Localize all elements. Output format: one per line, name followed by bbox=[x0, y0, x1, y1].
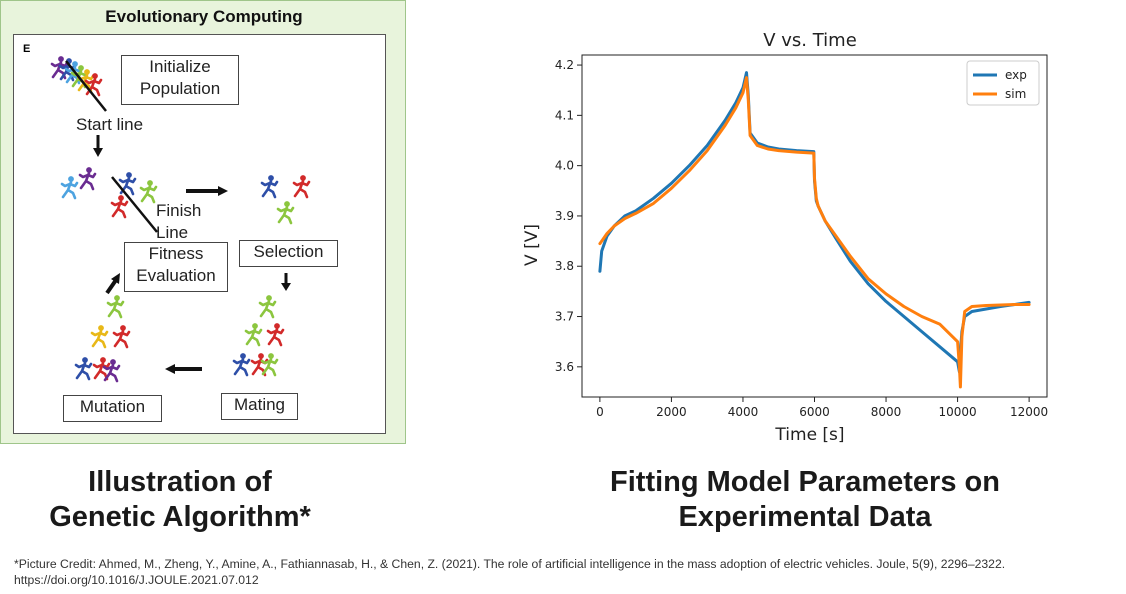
y-axis-title: V [V] bbox=[522, 224, 542, 266]
start-line-mark bbox=[65, 60, 107, 112]
voltage-chart: V vs. Time 0 2000 4000 6000 8000 10000 12000 3.… bbox=[515, 22, 1075, 452]
genetic-algorithm-figure: Evolutionary Computing E Initialize Popu… bbox=[0, 0, 406, 444]
runners-illustration bbox=[50, 55, 311, 383]
legend-label-sim: sim bbox=[1005, 87, 1026, 101]
x-axis-title: Time [s] bbox=[774, 425, 844, 445]
selection-box: Selection bbox=[239, 240, 338, 267]
runner-cluster-mutation bbox=[74, 294, 131, 383]
y-tick-label: 4.2 bbox=[555, 58, 574, 72]
arrowhead-icon bbox=[165, 364, 175, 374]
voltage-chart-svg: V vs. Time 0 2000 4000 6000 8000 10000 12000 3.… bbox=[522, 30, 1048, 445]
legend-label-exp: exp bbox=[1005, 68, 1027, 82]
figure-canvas: E Initialize Population Start line Finis… bbox=[13, 34, 386, 434]
runner-cluster-selected bbox=[260, 174, 311, 225]
chart-title: V vs. Time bbox=[763, 30, 857, 51]
arrowhead-icon bbox=[111, 273, 120, 284]
y-tick-label: 4.1 bbox=[555, 108, 574, 122]
runner-cluster-mating bbox=[232, 294, 285, 377]
x-tick-label: 12000 bbox=[1010, 405, 1048, 419]
x-tick-label: 10000 bbox=[938, 405, 976, 419]
mutation-box: Mutation bbox=[63, 395, 162, 422]
y-tick-label: 4.0 bbox=[555, 159, 574, 173]
figure-title: Evolutionary Computing bbox=[105, 7, 303, 26]
series-line-sim bbox=[598, 76, 1031, 389]
arrowhead-icon bbox=[218, 186, 228, 196]
x-tick-label: 2000 bbox=[656, 405, 687, 419]
fitness-evaluation-box: Fitness Evaluation bbox=[124, 242, 228, 292]
initialize-population-box: Initialize Population bbox=[121, 55, 239, 105]
x-tick-label: 8000 bbox=[871, 405, 902, 419]
y-tick-label: 3.6 bbox=[555, 360, 574, 374]
plot-area bbox=[581, 54, 1048, 398]
picture-credit-footnote: *Picture Credit: Ahmed, M., Zheng, Y., A… bbox=[14, 557, 1006, 587]
arrowhead-icon bbox=[281, 283, 291, 291]
arrow-up-icon bbox=[105, 278, 118, 295]
x-tick-label: 4000 bbox=[728, 405, 759, 419]
right-caption: Fitting Model Parameters on Experimental… bbox=[610, 466, 1000, 533]
arrowhead-icon bbox=[93, 148, 103, 157]
finish-line-mark bbox=[111, 176, 158, 233]
left-caption: Illustration of Genetic Algorithm* bbox=[49, 466, 311, 533]
finish-line-label: Finish Line bbox=[156, 201, 202, 242]
runner-cluster-start bbox=[50, 55, 107, 112]
x-tick-label: 0 bbox=[596, 405, 604, 419]
runner-cluster-race bbox=[60, 166, 158, 233]
panel-label: E bbox=[23, 43, 31, 55]
legend-box bbox=[966, 60, 1040, 106]
y-tick-label: 3.9 bbox=[555, 209, 574, 223]
y-tick-label: 3.7 bbox=[555, 310, 574, 324]
y-tick-label: 3.8 bbox=[555, 259, 574, 273]
start-line-label: Start line bbox=[76, 115, 144, 134]
x-tick-label: 6000 bbox=[799, 405, 830, 419]
mating-box: Mating bbox=[221, 393, 298, 420]
